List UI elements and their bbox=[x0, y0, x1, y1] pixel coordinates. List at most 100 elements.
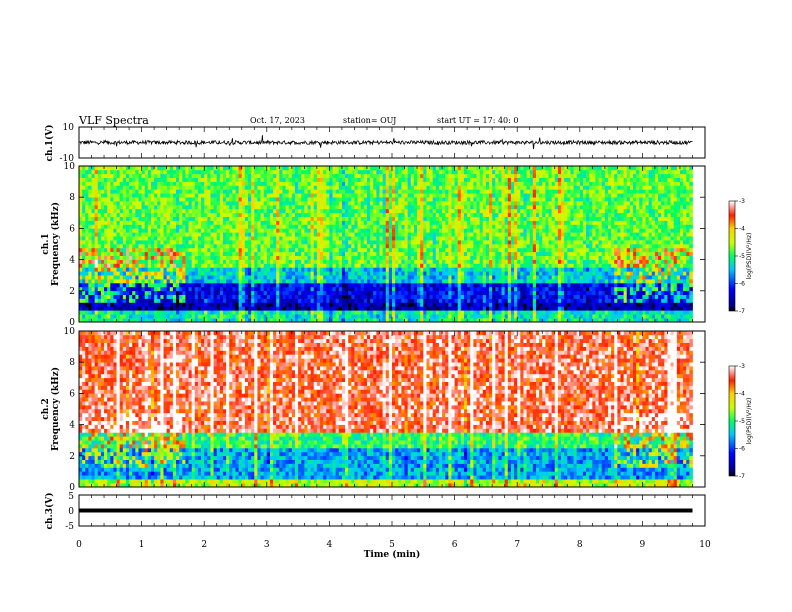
spectrogram-cell bbox=[366, 208, 371, 214]
spectrogram-cell bbox=[157, 283, 161, 288]
spectrogram-cell bbox=[395, 224, 399, 229]
spectrogram-cell bbox=[229, 197, 233, 202]
spectrogram-cell bbox=[307, 181, 312, 186]
spectrogram-cell bbox=[294, 251, 299, 256]
spectrogram-cell bbox=[345, 263, 349, 268]
spectrogram-cell bbox=[204, 189, 208, 194]
spectrogram-cell bbox=[382, 275, 387, 280]
spectrogram-cell bbox=[273, 271, 277, 276]
spectrogram-cell bbox=[335, 185, 340, 190]
spectrogram-cell bbox=[382, 169, 387, 175]
spectrogram-cell bbox=[254, 302, 258, 307]
spectrogram-cell bbox=[370, 189, 374, 194]
spectrogram-cell bbox=[351, 181, 355, 186]
spectrogram-cell bbox=[451, 259, 455, 264]
spectrogram-cell bbox=[285, 220, 290, 225]
spectrogram-cell bbox=[448, 310, 452, 315]
spectrogram-cell bbox=[179, 181, 183, 186]
spectrogram-cell bbox=[357, 247, 362, 253]
spectrogram-cell bbox=[363, 283, 368, 288]
spectrogram-cell bbox=[191, 177, 196, 182]
spectrogram-cell bbox=[451, 193, 455, 198]
spectrogram-cell bbox=[132, 208, 136, 214]
spectrogram-cell bbox=[94, 212, 99, 217]
spectrogram-cell bbox=[354, 232, 358, 237]
spectrogram-cell bbox=[213, 173, 218, 178]
spectrogram-cell bbox=[254, 169, 258, 175]
spectrogram-cell bbox=[298, 177, 302, 182]
spectrogram-cell bbox=[157, 236, 161, 241]
spectrogram-cell bbox=[382, 205, 387, 210]
spectrogram-cell bbox=[79, 220, 83, 225]
spectrogram-cell bbox=[154, 185, 158, 190]
spectrogram-cell bbox=[110, 228, 114, 233]
spectrogram-cell bbox=[370, 302, 374, 307]
spectrogram-cell bbox=[326, 283, 330, 288]
spectrogram-cell bbox=[110, 263, 114, 268]
spectrogram-cell bbox=[423, 185, 427, 190]
spectrogram-cell bbox=[182, 306, 186, 311]
spectrogram-cell bbox=[357, 286, 362, 292]
spectrogram-cell bbox=[176, 177, 180, 182]
spectrogram-cell bbox=[313, 212, 318, 217]
spectrogram-cell bbox=[304, 247, 308, 253]
spectrogram-cell bbox=[438, 298, 443, 303]
spectrogram-cell bbox=[219, 189, 224, 194]
spectrogram-cell bbox=[432, 216, 437, 221]
spectrogram-cell bbox=[320, 240, 324, 245]
spectrogram-cell bbox=[150, 298, 155, 303]
spectrogram-cell bbox=[401, 166, 405, 171]
spectrogram-cell bbox=[285, 177, 290, 182]
spectrogram-cell bbox=[144, 271, 149, 276]
spectrogram-cell bbox=[79, 271, 83, 276]
spectrogram-cell bbox=[357, 240, 362, 245]
spectrogram-cell bbox=[310, 247, 315, 253]
spectrogram-cell bbox=[241, 314, 246, 319]
spectrogram-cell bbox=[413, 205, 418, 210]
spectrogram-cell bbox=[282, 193, 286, 198]
spectrogram-cell bbox=[160, 240, 164, 245]
spectrogram-cell bbox=[191, 185, 196, 190]
spectrogram-cell bbox=[88, 259, 92, 264]
spectrogram-cell bbox=[82, 240, 86, 245]
spectrogram-cell bbox=[122, 201, 127, 206]
spectrogram-cell bbox=[341, 318, 346, 323]
spectrogram-cell bbox=[97, 263, 102, 268]
spectrogram-cell bbox=[385, 216, 390, 221]
spectrogram-cell bbox=[144, 212, 149, 217]
spectrogram-cell bbox=[379, 193, 384, 198]
spectrogram-cell bbox=[392, 310, 396, 315]
spectrogram-cell bbox=[244, 189, 249, 194]
spectrogram-cell bbox=[310, 290, 315, 295]
spectrogram-cell bbox=[435, 236, 440, 241]
spectrogram-cell bbox=[395, 286, 399, 292]
spectrogram-cell bbox=[276, 228, 280, 233]
spectrogram-cell bbox=[423, 216, 427, 221]
spectrogram-cell bbox=[88, 310, 92, 315]
spectrogram-cell bbox=[357, 306, 362, 311]
spectrogram-cell bbox=[216, 283, 221, 288]
spectrogram-cell bbox=[169, 247, 174, 253]
spectrogram-cell bbox=[435, 169, 440, 175]
spectrogram-cell bbox=[307, 279, 312, 284]
spectrogram-cell bbox=[194, 228, 199, 233]
spectrogram-cell bbox=[197, 310, 202, 315]
spectrogram-cell bbox=[241, 169, 246, 175]
spectrogram-cell bbox=[194, 193, 199, 198]
spectrogram-cell bbox=[222, 181, 227, 186]
spectrogram-cell bbox=[91, 255, 96, 260]
spectrogram-cell bbox=[288, 228, 293, 233]
spectrogram-cell bbox=[382, 283, 387, 288]
spectrogram-cell bbox=[197, 318, 202, 323]
spectrogram-cell bbox=[348, 286, 352, 292]
spectrogram-cell bbox=[232, 275, 236, 280]
spectrogram-cell bbox=[241, 310, 246, 315]
spectrogram-cell bbox=[219, 220, 224, 225]
spectrogram-cell bbox=[457, 208, 462, 214]
spectrogram-cell bbox=[197, 283, 202, 288]
spectrogram-cell bbox=[169, 220, 174, 225]
spectrogram-cell bbox=[226, 224, 230, 229]
spectrogram-cell bbox=[432, 166, 437, 171]
spectrogram-cell bbox=[191, 310, 196, 315]
spectrogram-cell bbox=[442, 197, 446, 202]
